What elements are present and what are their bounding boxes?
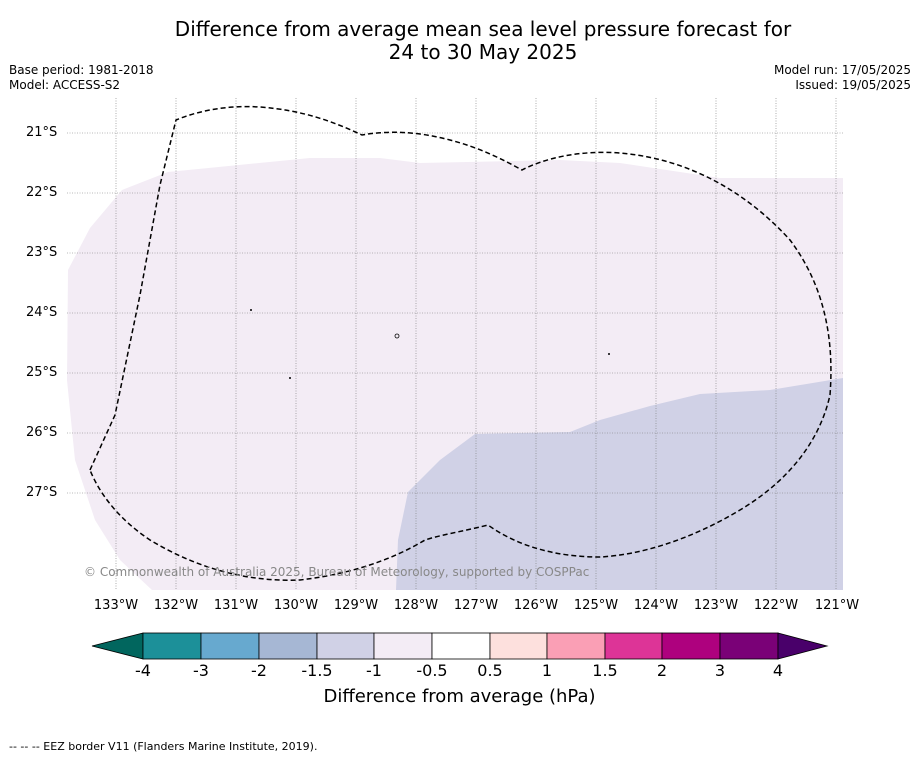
lat-label-22s: 22°S <box>26 185 58 200</box>
colorbar-segment <box>661 632 721 660</box>
lon-label-125w: 125°W <box>573 598 619 613</box>
colorbar-segment <box>316 632 375 660</box>
lon-label-128w: 128°W <box>393 598 439 613</box>
copyright-notice: © Commonwealth of Australia 2025, Bureau… <box>84 565 590 579</box>
lon-label-126w: 126°W <box>513 598 559 613</box>
lat-label-24s: 24°S <box>26 305 58 320</box>
title-line-1: Difference from average mean sea level p… <box>174 17 792 41</box>
colorbar-tick: 1 <box>541 661 553 680</box>
colorbar-segment <box>719 632 779 660</box>
latitude-gridlines <box>67 132 843 494</box>
colorbar-upper-extend <box>777 632 829 660</box>
title-line-2: 24 to 30 May 2025 <box>388 40 578 64</box>
colorbar-tick: -1.5 <box>301 661 333 680</box>
colorbar-tick: 4 <box>772 661 784 680</box>
colorbar-tick: 3 <box>714 661 726 680</box>
lon-label-122w: 122°W <box>753 598 799 613</box>
lon-label-132w: 132°W <box>153 598 199 613</box>
lon-label-133w: 133°W <box>93 598 139 613</box>
meta-right: Model run: 17/05/2025 Issued: 19/05/2025 <box>774 63 911 93</box>
colorbar-tick: 0.5 <box>477 661 503 680</box>
lat-label-27s: 27°S <box>26 485 58 500</box>
model-name: Model: ACCESS-S2 <box>9 78 121 92</box>
colorbar-lower-extend <box>91 632 144 660</box>
base-period: Base period: 1981-2018 <box>9 63 154 77</box>
colorbar-segment <box>373 632 433 660</box>
lat-label-26s: 26°S <box>26 425 58 440</box>
map-title: Difference from average mean sea level p… <box>0 18 919 64</box>
lon-label-131w: 131°W <box>213 598 259 613</box>
island-marker <box>289 377 291 379</box>
colorbar-segment <box>431 632 491 660</box>
island-marker <box>250 309 252 311</box>
lon-label-129w: 129°W <box>333 598 379 613</box>
issued-date: Issued: 19/05/2025 <box>795 78 911 92</box>
colorbar-label: Difference from average (hPa) <box>323 686 596 707</box>
colorbar-tick: 2 <box>656 661 668 680</box>
pressure-anomaly-dark-region <box>396 378 843 590</box>
colorbar-tick: -0.5 <box>416 661 448 680</box>
colorbar-segment <box>200 632 260 660</box>
lon-label-121w: 121°W <box>814 598 860 613</box>
island-marker <box>394 333 400 339</box>
island-marker <box>608 353 610 355</box>
lat-label-21s: 21°S <box>26 125 58 140</box>
colorbar-tick: 1.5 <box>592 661 618 680</box>
model-run: Model run: 17/05/2025 <box>773 63 911 77</box>
lon-label-123w: 123°W <box>693 598 739 613</box>
eez-border-line <box>89 105 832 581</box>
longitude-gridlines <box>115 98 837 590</box>
lat-label-23s: 23°S <box>26 245 58 260</box>
lat-label-25s: 25°S <box>26 365 58 380</box>
colorbar-segment <box>489 632 548 660</box>
colorbar <box>91 632 829 660</box>
colorbar-tick: -2 <box>251 661 267 680</box>
colorbar-tick: -4 <box>135 661 151 680</box>
colorbar-tick: -3 <box>193 661 209 680</box>
eez-footnote: -- -- -- EEZ border V11 (Flanders Marine… <box>9 740 318 753</box>
colorbar-segment <box>258 632 318 660</box>
colorbar-segment <box>142 632 202 660</box>
lon-label-124w: 124°W <box>633 598 679 613</box>
meta-left: Base period: 1981-2018 Model: ACCESS-S2 <box>9 63 154 93</box>
colorbar-segment <box>604 632 663 660</box>
colorbar-tick: -1 <box>366 661 382 680</box>
lon-label-127w: 127°W <box>453 598 499 613</box>
colorbar-segment <box>546 632 606 660</box>
lon-label-130w: 130°W <box>273 598 319 613</box>
